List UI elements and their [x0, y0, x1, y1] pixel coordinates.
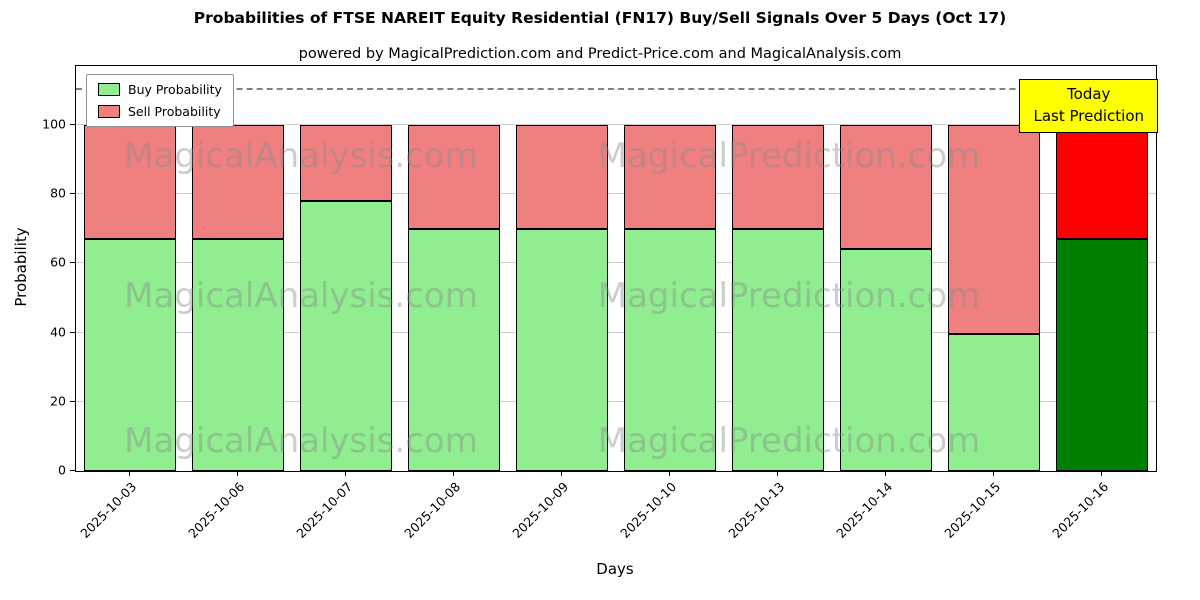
x-tick-label-2025-10-13: 2025-10-13: [725, 479, 788, 541]
y-tick-label-40: 40: [50, 324, 66, 340]
x-tick-label-2025-10-09: 2025-10-09: [509, 479, 572, 541]
x-tick-label-2025-10-15: 2025-10-15: [941, 479, 1004, 541]
bar-2025-10-14: [840, 66, 932, 471]
bar-2025-10-09: [516, 66, 608, 471]
gridline-100: [76, 123, 1156, 125]
x-tick-mark: [561, 471, 562, 476]
bar-sell-segment: [948, 124, 1040, 335]
y-tick-label-100: 100: [42, 116, 66, 132]
y-tick-mark: [70, 470, 75, 471]
bar-buy-segment: [732, 228, 824, 471]
y-tick-label-80: 80: [50, 185, 66, 201]
x-tick-mark: [129, 471, 130, 476]
y-tick-label-60: 60: [50, 254, 66, 270]
x-axis-label: Days: [596, 560, 634, 578]
bar-buy-segment: [192, 239, 284, 471]
x-tick-label-2025-10-06: 2025-10-06: [185, 479, 248, 541]
bar-sell-segment: [300, 124, 392, 201]
bar-buy-segment: [408, 228, 500, 471]
y-tick-mark: [70, 400, 75, 402]
bar-buy-segment: [948, 334, 1040, 471]
chart-subtitle: powered by MagicalPrediction.com and Pre…: [298, 46, 902, 62]
x-tick-label-2025-10-08: 2025-10-08: [401, 479, 464, 541]
bar-layer: [76, 66, 1156, 471]
bar-2025-10-03: [84, 66, 176, 471]
legend-label-sell: Sell Probability: [128, 104, 221, 119]
legend: Buy Probability Sell Probability: [86, 74, 234, 127]
legend-swatch-sell-icon: [98, 105, 120, 118]
bar-sell-segment: [732, 124, 824, 229]
x-tick-mark: [993, 471, 994, 476]
gridline-80: [76, 193, 1156, 195]
gridline-20: [76, 400, 1156, 402]
bar-buy-segment: [300, 201, 392, 471]
bar-buy-segment: [516, 228, 608, 471]
legend-item-sell: Sell Probability: [98, 104, 222, 119]
x-tick-label-2025-10-16: 2025-10-16: [1049, 479, 1112, 541]
x-tick-mark: [1101, 471, 1102, 476]
y-tick-label-0: 0: [58, 462, 66, 478]
bar-sell-segment: [1056, 124, 1148, 240]
today-annotation: Today Last Prediction: [1019, 79, 1158, 133]
x-tick-mark: [669, 471, 670, 476]
bar-sell-segment: [192, 124, 284, 240]
bar-2025-10-13: [732, 66, 824, 471]
x-tick-label-2025-10-10: 2025-10-10: [617, 479, 680, 541]
bar-2025-10-06: [192, 66, 284, 471]
x-tick-mark: [453, 471, 454, 476]
bar-2025-10-08: [408, 66, 500, 471]
x-tick-label-2025-10-03: 2025-10-03: [77, 479, 140, 541]
bar-2025-10-16: [1056, 66, 1148, 471]
bar-2025-10-15: [948, 66, 1040, 471]
y-tick-mark: [70, 193, 75, 195]
y-tick-mark: [70, 262, 75, 264]
y-tick-mark: [70, 123, 75, 125]
bar-sell-segment: [408, 124, 500, 229]
chart-title: Probabilities of FTSE NAREIT Equity Resi…: [193, 9, 1007, 27]
plot-area: MagicalAnalysis.com MagicalPrediction.com…: [75, 65, 1158, 472]
annotation-line-1: Today: [1067, 85, 1111, 103]
y-tick-mark: [70, 331, 75, 333]
bar-sell-segment: [624, 124, 716, 229]
gridline-60: [76, 262, 1156, 264]
legend-label-buy: Buy Probability: [128, 82, 222, 97]
grid-layer: [76, 66, 1156, 471]
x-tick-mark: [345, 471, 346, 476]
legend-item-buy: Buy Probability: [98, 82, 222, 97]
x-tick-mark: [885, 471, 886, 476]
bar-sell-segment: [840, 124, 932, 250]
bar-sell-segment: [84, 124, 176, 240]
x-tick-mark: [237, 471, 238, 476]
bar-sell-segment: [516, 124, 608, 229]
bar-buy-segment: [84, 239, 176, 471]
y-tick-label-20: 20: [50, 393, 66, 409]
x-tick-mark: [777, 471, 778, 476]
x-tick-label-2025-10-14: 2025-10-14: [833, 479, 896, 541]
gridline-40: [76, 331, 1156, 333]
annotation-line-2: Last Prediction: [1033, 106, 1144, 125]
legend-swatch-buy-icon: [98, 83, 120, 96]
bar-2025-10-07: [300, 66, 392, 471]
bar-buy-segment: [624, 228, 716, 471]
bar-buy-segment: [1056, 239, 1148, 471]
x-tick-label-2025-10-07: 2025-10-07: [293, 479, 356, 541]
bar-buy-segment: [840, 249, 932, 471]
upper-threshold-dashed-line: [76, 88, 1156, 91]
bar-2025-10-10: [624, 66, 716, 471]
